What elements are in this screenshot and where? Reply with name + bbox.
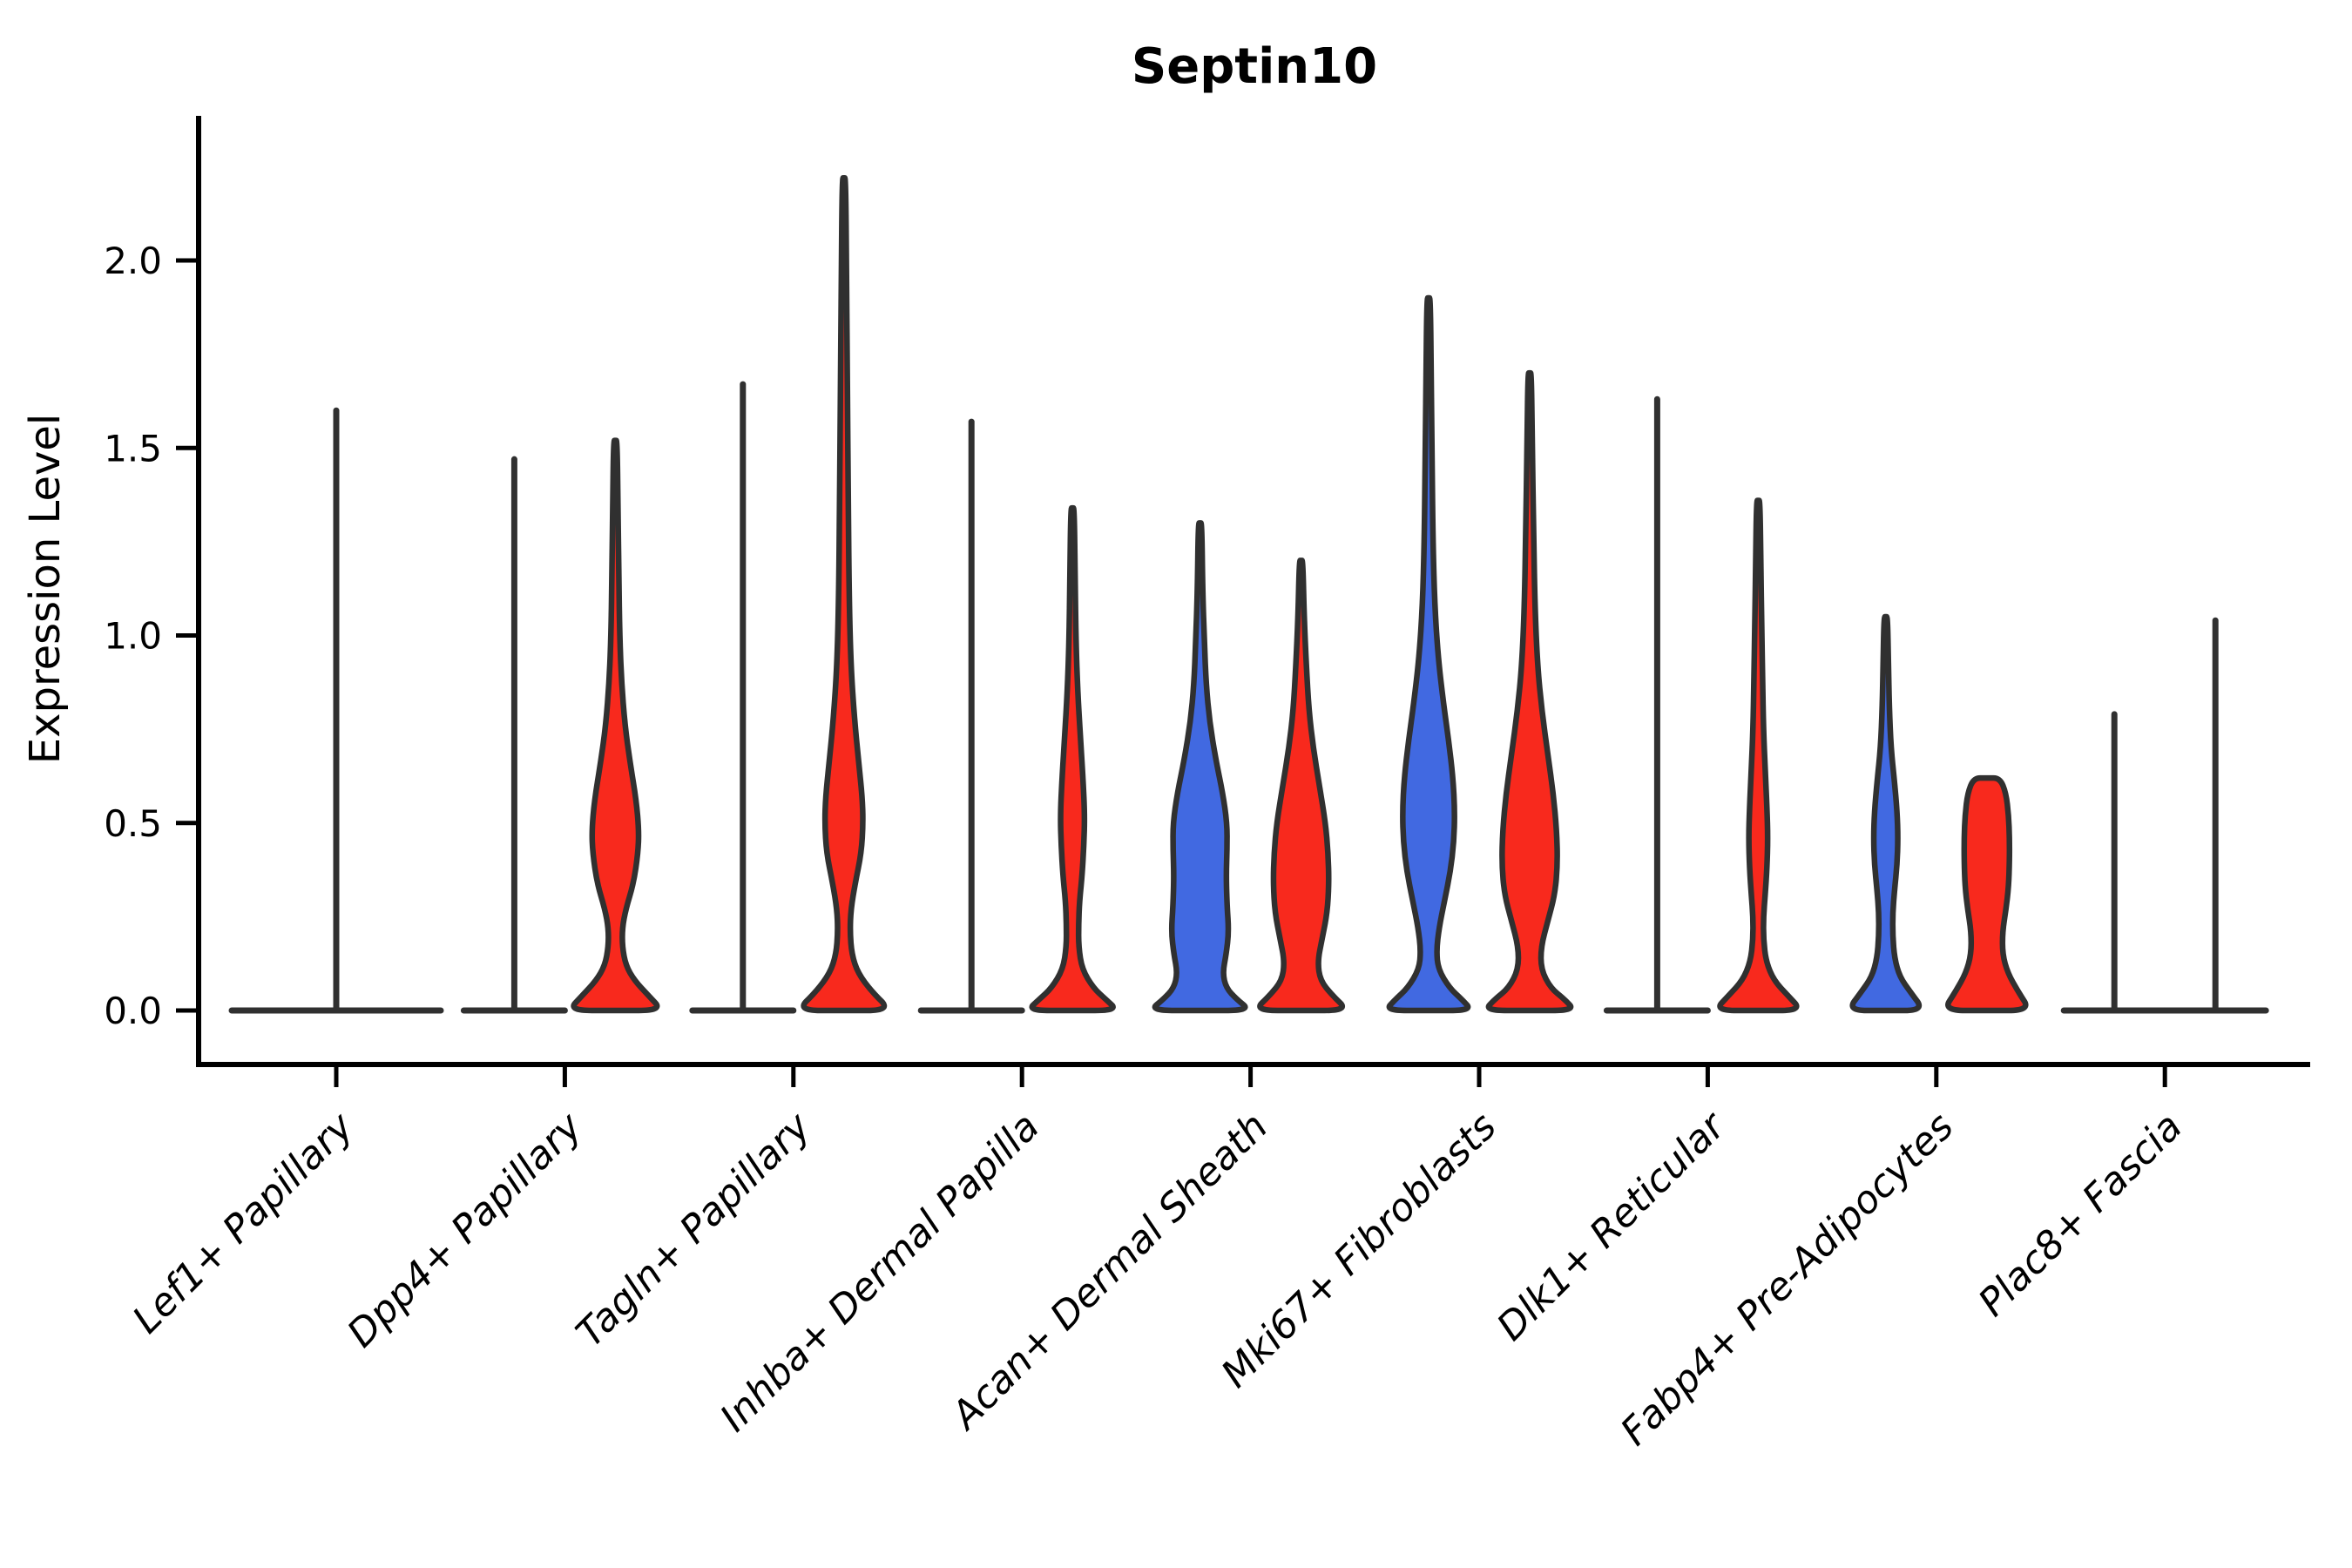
violin-acan-dermal-sheath-left bbox=[1152, 520, 1248, 1014]
violin-dlk1-reticular-right bbox=[1717, 497, 1800, 1014]
violin-dpp4-papillary-right bbox=[571, 437, 660, 1014]
x-category-label: Tagln+ Papillary bbox=[568, 1104, 820, 1355]
violin-fabp4-pre-adipocytes-left bbox=[1849, 613, 1923, 1014]
x-category-label: Dpp4+ Papillary bbox=[339, 1104, 591, 1356]
violin-mki67-fibroblasts-right bbox=[1485, 369, 1574, 1014]
x-category-label: Lef1+ Papillary bbox=[125, 1104, 363, 1342]
y-tick-label: 1.0 bbox=[104, 615, 162, 658]
y-tick-label: 1.5 bbox=[104, 427, 162, 470]
violin-inhba-dermal-papilla-right bbox=[1029, 504, 1116, 1014]
violin-acan-dermal-sheath-right bbox=[1257, 558, 1346, 1014]
violin-mki67-fibroblasts-left bbox=[1386, 294, 1471, 1014]
chart-title: Septin10 bbox=[1132, 38, 1377, 95]
x-category-label: Dlk1+ Reticular bbox=[1489, 1103, 1735, 1349]
y-tick-label: 2.0 bbox=[104, 240, 162, 282]
y-tick-label: 0.5 bbox=[104, 802, 162, 845]
violin-layer bbox=[228, 175, 2269, 1014]
violin-fabp4-pre-adipocytes-right bbox=[1945, 774, 2029, 1014]
axes-layer bbox=[176, 116, 2310, 1087]
y-axis-title: Expression Level bbox=[21, 414, 70, 765]
x-category-label: Plac8+ Fascia bbox=[1970, 1105, 2191, 1325]
violin-tagln-papillary-right bbox=[801, 175, 888, 1014]
y-tick-label: 0.0 bbox=[104, 990, 162, 1032]
